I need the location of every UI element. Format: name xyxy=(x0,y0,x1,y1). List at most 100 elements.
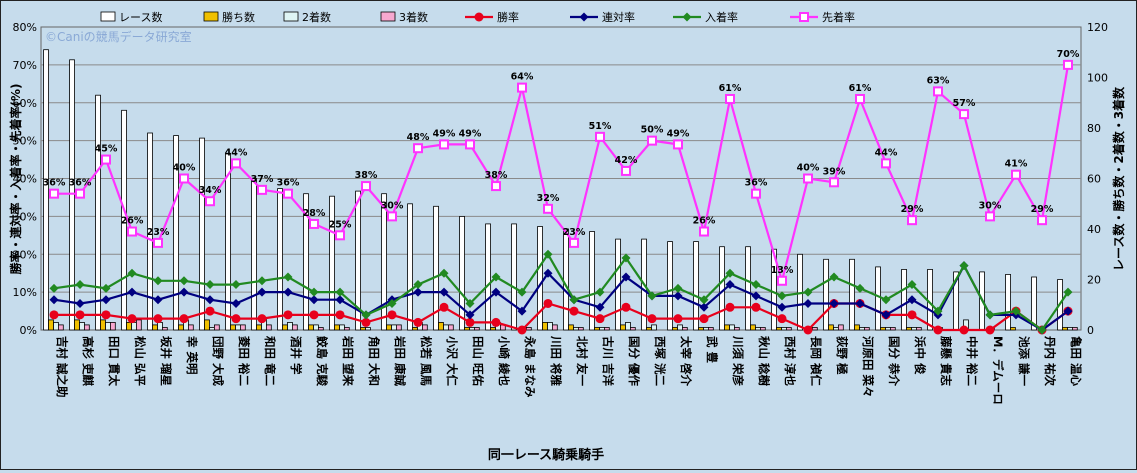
bar-0 xyxy=(563,228,569,331)
bar-0 xyxy=(43,49,49,331)
point-marker xyxy=(777,291,787,301)
y-right-tick-label: 20 xyxy=(1087,274,1101,287)
data-label: 32% xyxy=(537,193,560,204)
point-marker xyxy=(725,280,735,290)
y-left-tick-label: 30% xyxy=(13,210,37,223)
point-marker xyxy=(387,211,397,222)
point-marker xyxy=(231,280,241,290)
point-marker xyxy=(1011,306,1021,316)
point-marker xyxy=(699,302,709,312)
point-marker xyxy=(439,139,449,150)
data-label: 51% xyxy=(589,121,612,132)
bar-3 xyxy=(110,321,116,331)
bar-0 xyxy=(199,137,205,331)
bar-0 xyxy=(589,231,595,331)
bar-0 xyxy=(147,132,153,331)
bar-0 xyxy=(277,188,283,331)
bar-3 xyxy=(135,319,142,331)
point-marker xyxy=(231,298,241,308)
point-marker xyxy=(621,253,631,263)
bar-3 xyxy=(812,327,818,331)
data-label: 49% xyxy=(459,128,482,139)
point-marker xyxy=(465,139,475,150)
point-marker xyxy=(803,287,813,297)
bar-2 xyxy=(651,324,657,331)
bar-1 xyxy=(282,324,288,331)
point-marker xyxy=(309,295,319,305)
bar-2 xyxy=(53,321,59,331)
bar-3 xyxy=(213,324,220,331)
data-label: 41% xyxy=(1005,159,1028,170)
x-tick-label: 国分 優作 xyxy=(627,336,641,387)
bar-2 xyxy=(339,324,345,331)
point-marker xyxy=(257,287,267,297)
legend-swatch xyxy=(283,11,299,22)
y-left-tick-label: 60% xyxy=(13,97,37,110)
legend-label: 連対率 xyxy=(602,10,635,24)
series-line-1 xyxy=(53,263,1069,332)
point-marker xyxy=(153,295,163,305)
bar-3 xyxy=(265,324,272,331)
data-label: 39% xyxy=(823,166,846,177)
point-marker xyxy=(101,283,111,293)
bar-3 xyxy=(734,327,740,331)
bar-3 xyxy=(578,327,584,331)
point-marker xyxy=(257,184,267,195)
bar-0 xyxy=(849,258,855,331)
data-label: 36% xyxy=(43,178,66,189)
point-marker xyxy=(413,280,423,290)
point-marker xyxy=(673,283,683,293)
point-marker xyxy=(933,325,943,335)
bar-1 xyxy=(386,324,392,331)
point-marker xyxy=(985,310,995,320)
y-left-tick-label: 10% xyxy=(13,286,37,299)
bars xyxy=(43,49,1078,331)
bar-1 xyxy=(74,319,80,331)
legend-label: 入着率 xyxy=(705,10,738,24)
point-marker xyxy=(75,310,85,320)
bar-2 xyxy=(235,324,241,331)
point-marker xyxy=(751,291,761,301)
bar-0 xyxy=(719,246,725,331)
bar-2 xyxy=(677,324,683,331)
point-marker xyxy=(49,295,59,305)
point-marker xyxy=(49,283,59,293)
bar-0 xyxy=(95,94,101,331)
point-marker xyxy=(517,287,527,297)
point-marker xyxy=(127,314,137,324)
point-marker xyxy=(474,12,484,22)
bar-1 xyxy=(906,327,912,331)
point-marker xyxy=(985,211,995,222)
bar-0 xyxy=(121,109,127,331)
point-marker xyxy=(647,135,657,146)
x-tick-label: 鮫島 克駿 xyxy=(315,336,329,387)
x-tick-label: 岩田 望来 xyxy=(341,335,355,387)
point-marker xyxy=(231,314,241,324)
bar-1 xyxy=(776,327,782,331)
x-axis-title: 同一レース騎乗騎手 xyxy=(488,447,604,463)
x-tick-label: 小沢 大仁 xyxy=(445,335,459,387)
x-tick-label: 川須 栄彦 xyxy=(731,335,745,387)
x-tick-label: 坂井 瑠星 xyxy=(159,336,173,386)
x-tick-label: 古川 吉洋 xyxy=(601,336,615,387)
x-tick-label: 池添 謙一 xyxy=(1017,336,1031,387)
data-label: 45% xyxy=(95,144,118,155)
point-marker xyxy=(907,215,917,226)
point-marker xyxy=(621,272,631,282)
x-tick-label: 田山 旺佑 xyxy=(471,336,485,387)
bar-1 xyxy=(724,324,730,331)
bar-3 xyxy=(864,327,870,331)
bar-0 xyxy=(875,266,881,331)
point-marker xyxy=(517,306,527,316)
point-marker xyxy=(543,268,553,278)
point-marker xyxy=(682,12,692,22)
data-label: 40% xyxy=(173,163,196,174)
y-left-tick-label: 0% xyxy=(20,324,37,337)
bar-1 xyxy=(464,327,470,331)
x-tick-label: M．デムーロ xyxy=(991,336,1005,405)
point-marker xyxy=(777,314,787,324)
data-label: 29% xyxy=(901,204,924,215)
bar-2 xyxy=(1067,327,1073,331)
bar-0 xyxy=(693,241,699,331)
y-left-tick-label: 70% xyxy=(13,59,37,72)
